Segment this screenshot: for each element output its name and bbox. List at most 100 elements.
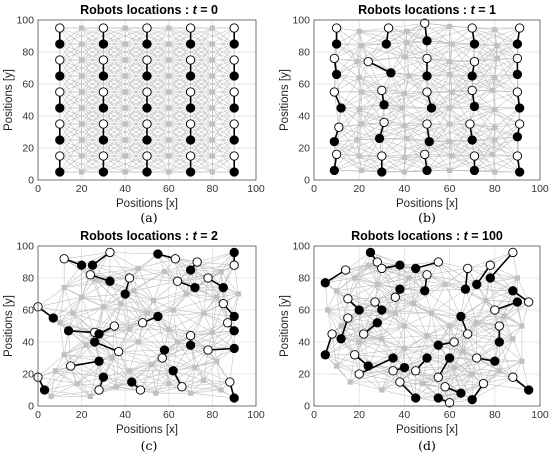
robot-black-point — [229, 247, 239, 258]
network-link — [177, 313, 204, 343]
relay-marker — [79, 169, 85, 175]
network-link — [449, 74, 453, 93]
robot-black-point — [456, 388, 466, 398]
network-link — [359, 338, 382, 343]
chart-title-prefix: Robots locations : — [351, 229, 464, 243]
robot-black-point — [336, 334, 346, 344]
chart-title-variable: t — [471, 3, 476, 17]
robot-black-point — [374, 133, 385, 144]
network-link — [460, 316, 500, 327]
network-link — [381, 389, 416, 399]
chart-title-prefix: Robots locations : — [80, 3, 193, 17]
network-link — [361, 30, 407, 46]
network-link — [359, 325, 405, 343]
robot-white-point — [512, 53, 523, 64]
relay-marker — [379, 387, 385, 393]
relay-marker — [209, 89, 215, 95]
network-link — [153, 287, 196, 301]
plot-area — [313, 245, 541, 407]
network-link — [354, 277, 396, 298]
network-link — [415, 386, 446, 399]
relay-marker — [235, 291, 242, 297]
relay-marker — [218, 387, 224, 393]
network-link — [64, 280, 110, 288]
robot-white-point — [420, 18, 430, 28]
network-link — [50, 370, 56, 397]
network-link — [103, 277, 130, 307]
network-link — [124, 293, 130, 330]
y-tick-label: 20 — [22, 369, 34, 381]
network-link — [212, 75, 235, 109]
network-link — [395, 303, 414, 314]
network-link — [142, 322, 165, 351]
network-link — [375, 301, 414, 304]
network-link — [463, 351, 500, 372]
robot-white-point — [390, 292, 401, 302]
x-axis-label: Positions [x] — [396, 424, 458, 436]
network-link — [81, 264, 111, 282]
robot-white-point — [55, 151, 65, 161]
network-link — [406, 26, 450, 43]
network-link — [356, 139, 383, 173]
network-link — [361, 123, 383, 157]
network-link — [59, 123, 82, 157]
robot-white-point — [327, 329, 337, 339]
robot-white-point — [343, 294, 353, 304]
network-link — [59, 27, 82, 61]
relay-marker — [419, 381, 426, 387]
network-link — [413, 268, 416, 304]
network-link — [472, 370, 500, 375]
robot-black-point — [76, 260, 87, 270]
network-link — [125, 293, 159, 317]
network-link — [462, 351, 473, 375]
robot-black-point — [472, 279, 482, 290]
network-link — [406, 42, 450, 62]
network-link — [404, 75, 428, 94]
robot-white-point — [422, 87, 432, 97]
relay-marker — [166, 41, 172, 47]
network-link — [476, 277, 518, 285]
network-link — [404, 344, 439, 349]
network-link — [454, 341, 495, 362]
robot-white-point — [185, 87, 196, 97]
network-link — [151, 344, 191, 365]
network-link — [216, 293, 239, 298]
relay-marker — [410, 301, 417, 307]
network-link — [59, 322, 65, 355]
y-axis-label: Positions [y] — [279, 69, 291, 131]
robot-white-point — [105, 247, 115, 258]
network-link — [59, 59, 82, 93]
network-link — [112, 357, 152, 365]
network-link — [94, 279, 122, 304]
network-link — [438, 376, 473, 400]
relay-marker — [447, 167, 453, 173]
network-link — [449, 154, 493, 171]
robot-white-point — [124, 273, 135, 283]
robot-white-point — [55, 55, 65, 65]
network-link — [415, 335, 428, 371]
robot-black-point — [515, 167, 525, 177]
robot-black-point — [153, 311, 163, 322]
network-link — [125, 43, 169, 61]
network-link — [415, 357, 450, 372]
network-link — [203, 312, 235, 317]
x-tick-label: 0 — [311, 183, 317, 195]
network-link — [445, 277, 491, 285]
network-link — [94, 279, 126, 295]
network-link — [367, 338, 383, 367]
network-link — [453, 351, 464, 368]
network-link — [186, 293, 224, 304]
relay-marker — [494, 55, 500, 61]
network-link — [336, 43, 369, 62]
network-link — [212, 27, 235, 61]
network-link — [422, 383, 450, 404]
robot-black-point — [467, 135, 477, 145]
robot-white-point — [512, 87, 523, 97]
network-link — [63, 265, 82, 288]
robot-white-point — [508, 247, 518, 258]
network-link — [496, 27, 520, 46]
network-link — [347, 312, 396, 319]
network-link — [426, 155, 452, 171]
relay-marker — [358, 121, 365, 127]
network-link — [467, 325, 500, 335]
